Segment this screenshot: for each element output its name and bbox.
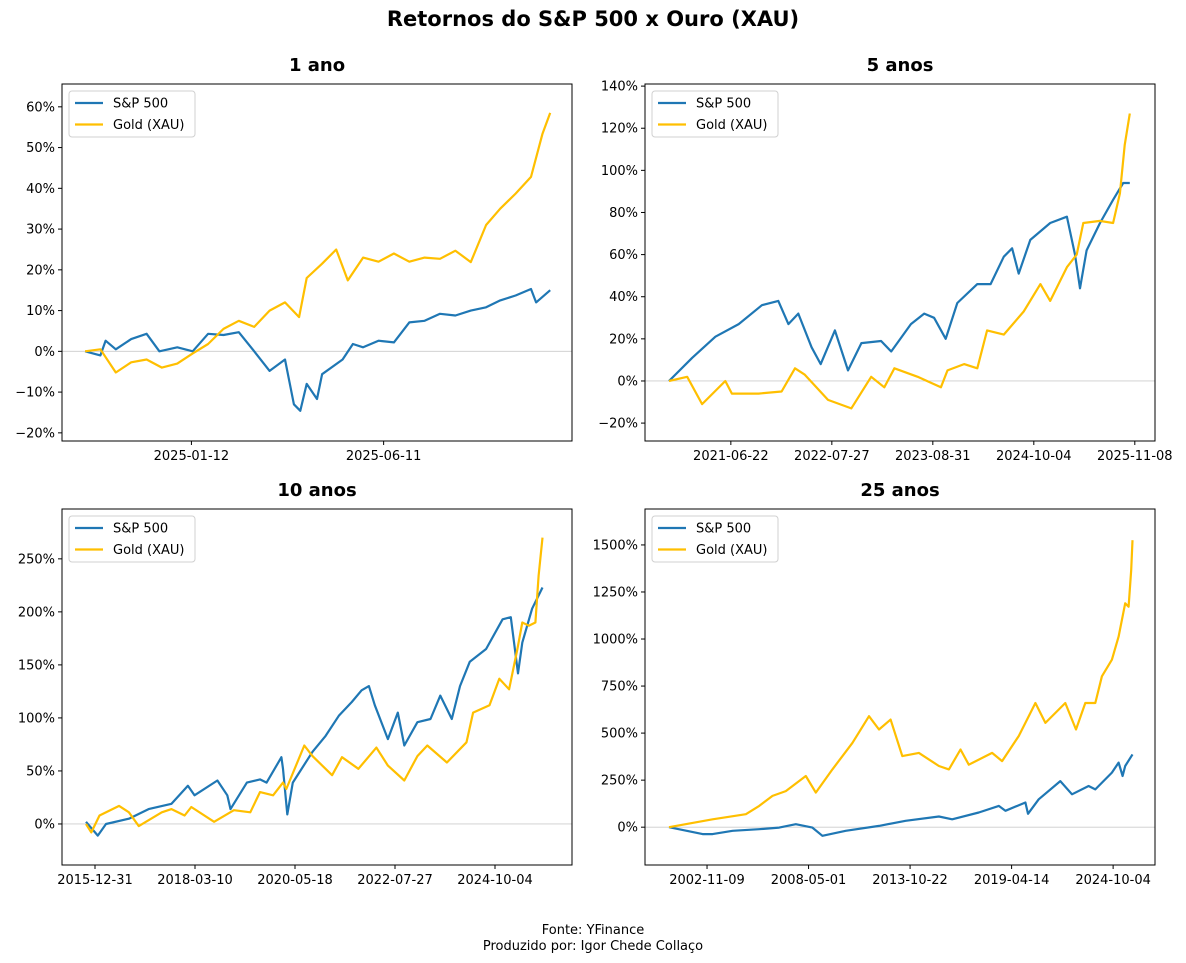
series-line-gold [668, 540, 1134, 829]
subplot-4: 25 anos 0% 250% 500% 750% 1000% 1250% 1500% 2002… [593, 480, 1156, 888]
y-tick-label: 120% [601, 122, 638, 137]
y-tick-label: 20% [609, 332, 638, 347]
y-tick-label: 80% [609, 206, 638, 221]
series-line-sp500 [85, 587, 544, 837]
y-tick-label: 500% [601, 727, 638, 742]
x-tick-label: 2013-10-22 [872, 873, 948, 888]
legend-label: Gold (XAU) [113, 543, 184, 558]
y-tick-label: 100% [18, 711, 55, 726]
x-tick-label: 2021-06-22 [693, 449, 769, 464]
y-tick-label: 250% [601, 774, 638, 789]
axes-frame [61, 83, 573, 442]
axes-frame [644, 83, 1156, 442]
y-tick-label: 10% [26, 304, 55, 319]
figure-title: Retornos do S&P 500 x Ouro (XAU) [387, 7, 799, 31]
x-tick-label: 2002-11-09 [669, 873, 745, 888]
legend: S&P 500 Gold (XAU) [68, 515, 196, 563]
x-tick-label: 2015-12-31 [57, 873, 133, 888]
series-line-gold [84, 112, 552, 374]
y-tick-label: 140% [601, 80, 638, 95]
y-tick-label: 100% [601, 164, 638, 179]
y-tick-label: 0% [617, 374, 638, 389]
y-tick-label: 50% [26, 141, 55, 156]
y-tick-label: 1500% [593, 538, 638, 553]
subplot-2: 5 anos −20% 0% 20% 40% 60% 80% 100% 120% 140% 2021… [598, 55, 1172, 464]
y-tick-label: −20% [598, 417, 638, 432]
y-tick-label: 200% [18, 605, 55, 620]
y-tick-label: 60% [609, 248, 638, 263]
y-tick-label: 1000% [593, 633, 638, 648]
x-tick-label: 2025-06-11 [346, 449, 422, 464]
x-tick-label: 2018-03-10 [157, 873, 233, 888]
legend-label: S&P 500 [696, 522, 751, 537]
x-tick-label: 2020-05-18 [257, 873, 333, 888]
legend-label: Gold (XAU) [113, 118, 184, 133]
legend-label: Gold (XAU) [696, 118, 767, 133]
subplot-title: 25 anos [860, 480, 939, 501]
x-tick-label: 2022-07-27 [794, 449, 870, 464]
y-tick-label: 250% [18, 552, 55, 567]
series-line-sp500 [84, 287, 551, 412]
y-tick-label: 30% [26, 223, 55, 238]
x-tick-label: 2023-08-31 [895, 449, 971, 464]
y-tick-label: 750% [601, 680, 638, 695]
y-tick-label: 0% [617, 821, 638, 836]
series-line-gold [85, 537, 544, 834]
y-tick-label: −10% [15, 386, 55, 401]
x-tick-label: 2022-07-27 [357, 873, 433, 888]
legend: S&P 500 Gold (XAU) [651, 90, 779, 138]
y-tick-label: 60% [26, 100, 55, 115]
legend-label: S&P 500 [113, 522, 168, 537]
y-tick-label: 0% [34, 817, 55, 832]
footer-source: Fonte: YFinance [542, 923, 645, 938]
y-tick-label: 0% [34, 345, 55, 360]
x-tick-label: 2024-10-04 [996, 449, 1072, 464]
x-tick-label: 2008-05-01 [771, 873, 847, 888]
y-tick-label: 40% [609, 290, 638, 305]
legend-label: Gold (XAU) [696, 543, 767, 558]
y-tick-label: −20% [15, 426, 55, 441]
subplot-title: 5 anos [867, 55, 934, 76]
x-tick-label: 2024-10-04 [1075, 873, 1151, 888]
subplots: 1 ano −20% −10% 0% 10% 20% 30% 40% 50% 60% 2025-01… [15, 55, 1172, 888]
footer-author: Produzido por: Igor Chede Collaço [483, 939, 703, 954]
x-tick-label: 2025-11-08 [1097, 449, 1173, 464]
axes-frame [61, 508, 573, 866]
subplot-1: 1 ano −20% −10% 0% 10% 20% 30% 40% 50% 60% 2025-01… [15, 55, 573, 464]
series-line-sp500 [668, 753, 1134, 837]
series-line-sp500 [668, 181, 1130, 382]
subplot-title: 10 anos [277, 480, 356, 501]
y-tick-label: 150% [18, 658, 55, 673]
y-tick-label: 1250% [593, 585, 638, 600]
y-tick-label: 40% [26, 182, 55, 197]
x-tick-label: 2019-04-14 [974, 873, 1050, 888]
x-tick-label: 2025-01-12 [154, 449, 230, 464]
axes-frame [644, 508, 1156, 866]
legend-label: S&P 500 [113, 97, 168, 112]
x-tick-label: 2024-10-04 [457, 873, 533, 888]
series-line-gold [668, 113, 1131, 410]
legend: S&P 500 Gold (XAU) [651, 515, 779, 563]
y-tick-label: 50% [26, 764, 55, 779]
legend-label: S&P 500 [696, 97, 751, 112]
subplot-title: 1 ano [289, 55, 345, 76]
subplot-3: 10 anos 0% 50% 100% 150% 200% 250% 2015-12-31 20… [18, 480, 573, 888]
y-tick-label: 20% [26, 263, 55, 278]
legend: S&P 500 Gold (XAU) [68, 90, 196, 138]
